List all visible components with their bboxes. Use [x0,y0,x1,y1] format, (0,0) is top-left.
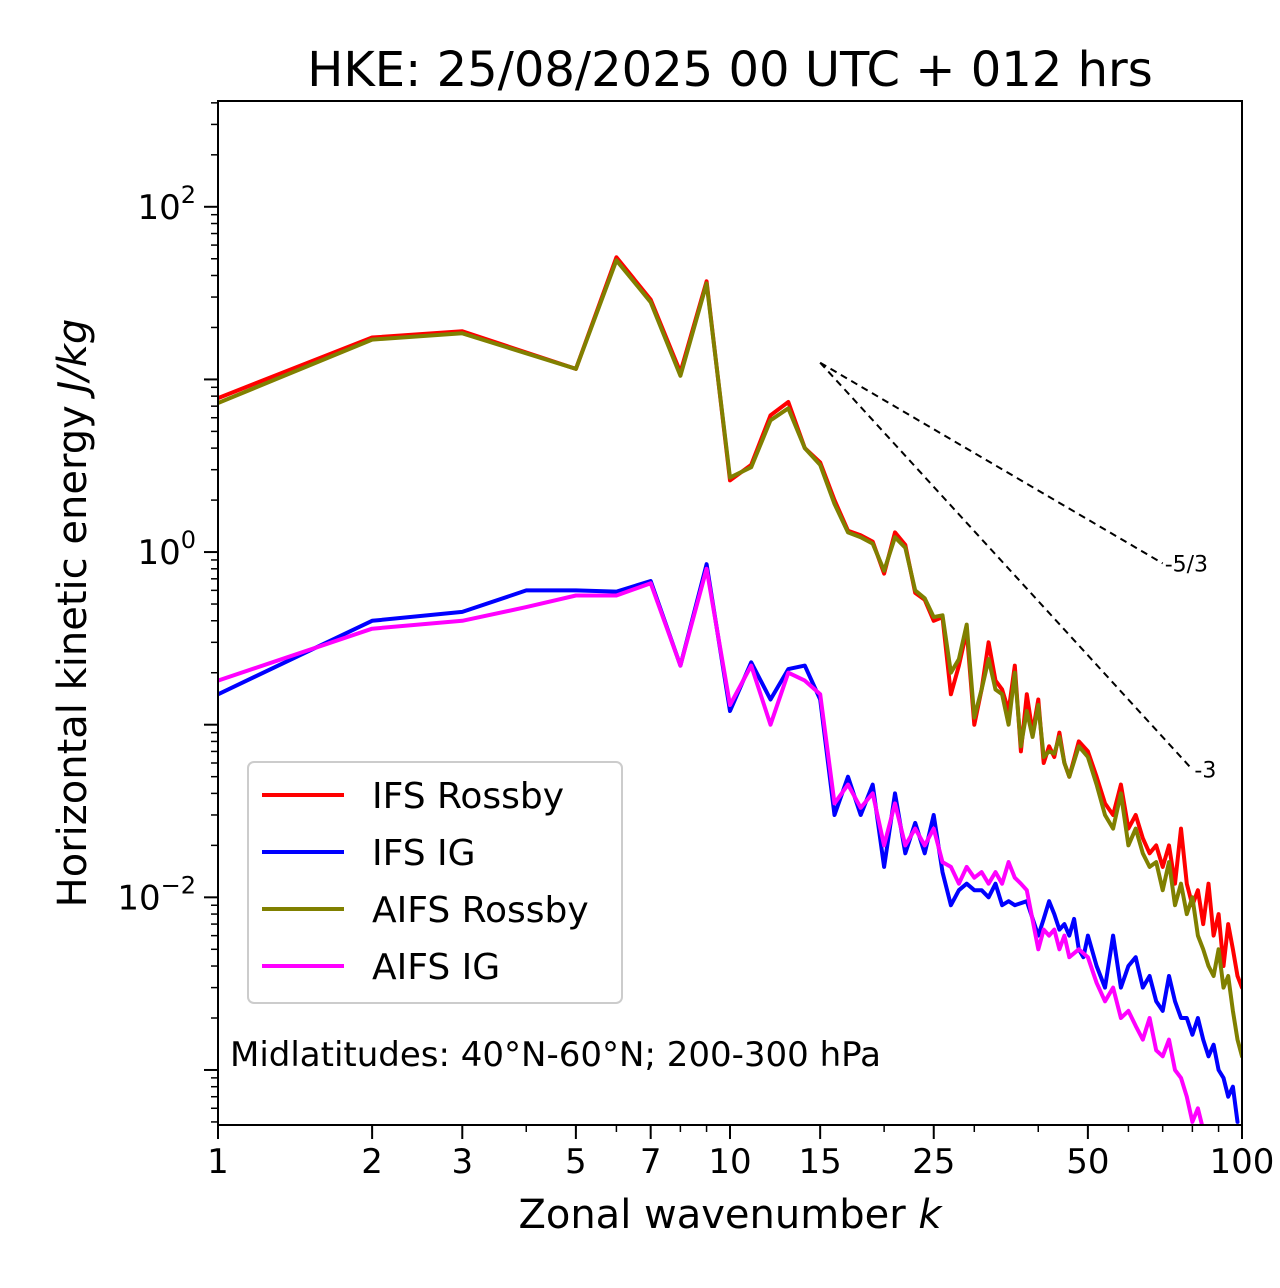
x-tick-label: 100 [1210,1142,1275,1182]
y-axis-label-unit: J/kg [50,319,96,400]
x-tick-label: 25 [912,1142,955,1182]
plot-frame [217,100,1243,1126]
series-line-aifs-ig [218,566,1205,1125]
reference-slope-line [819,362,1194,771]
x-tick-label: 2 [361,1142,383,1182]
x-tick-label: 10 [708,1142,751,1182]
series-layer [218,255,1242,1125]
y-tick-base: 10 [137,188,180,228]
chart-title: HKE: 25/08/2025 00 UTC + 012 hrs [307,42,1153,98]
x-axis-label: Zonal wavenumber k [518,1192,943,1238]
reference-lines: -5/3 -3 [819,361,1216,784]
x-tick-label: 1 [207,1142,229,1182]
legend: IFS Rossby IFS IG AIFS Rossby AIFS IG [247,761,623,1004]
legend-label: IFS Rossby [372,776,564,817]
region-annotation: Midlatitudes: 40°N-60°N; 200-300 hPa [230,1035,881,1075]
x-tick-label: 50 [1066,1142,1109,1182]
y-tick-exponent: −2 [161,871,196,899]
legend-box [247,761,623,1004]
x-axis-label-var: k [918,1192,943,1238]
y-axis-label-text: Horizontal kinetic energy [50,393,96,908]
reference-slope-label: -5/3 [1165,552,1208,577]
x-tick-label: 5 [565,1142,587,1182]
legend-label: AIFS Rossby [372,890,589,931]
x-tick-label: 3 [451,1142,473,1182]
y-tick-exponent: 0 [181,526,196,554]
y-axis-label: Horizontal kinetic energy J/kg [50,319,96,908]
series-line-aifs-rossby [218,258,1242,1059]
x-tick-label: 7 [640,1142,662,1182]
legend-label: IFS IG [372,833,476,874]
legend-entries: IFS Rossby IFS IG AIFS Rossby AIFS IG [262,776,589,988]
x-tick-labels: 1 2 3 5 7 10 15 25 50 100 [207,1142,1274,1182]
y-tick-label: 102 [137,181,196,228]
reference-slope-line [819,361,1164,565]
major-ticks [217,1125,1243,1139]
reference-slope-label: -3 [1194,759,1216,784]
y-tick-exponent: 2 [181,181,196,209]
x-axis-label-text: Zonal wavenumber [518,1192,918,1238]
y-tick-base: 10 [137,533,180,573]
y-tick-base: 10 [117,878,160,918]
x-tick-label: 15 [799,1142,842,1182]
y-tick-label: 100 [137,526,196,573]
legend-label: AIFS IG [372,947,500,988]
y-tick-label: 10−2 [117,871,196,918]
series-line-ifs-ig [218,562,1240,1124]
